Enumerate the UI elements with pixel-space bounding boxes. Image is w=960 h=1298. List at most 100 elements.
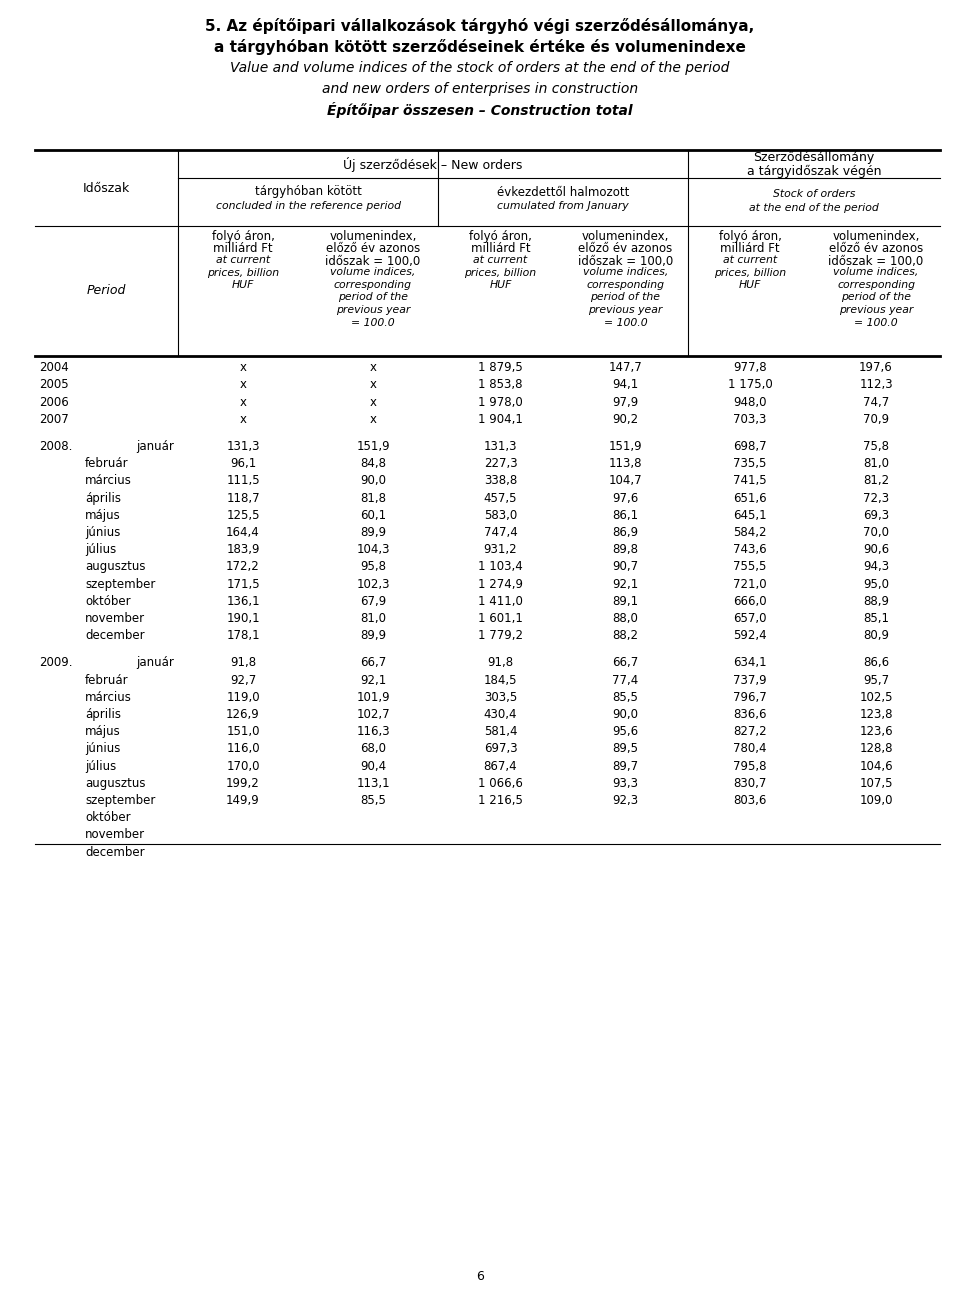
Text: = 100.0: = 100.0 <box>604 318 647 327</box>
Text: 70,9: 70,9 <box>863 413 889 426</box>
Text: 1 904,1: 1 904,1 <box>478 413 523 426</box>
Text: prices, billion: prices, billion <box>465 267 537 278</box>
Text: 101,9: 101,9 <box>356 691 390 704</box>
Text: 151,9: 151,9 <box>609 440 642 453</box>
Text: 136,1: 136,1 <box>227 594 260 607</box>
Text: 2008.: 2008. <box>39 440 72 453</box>
Text: = 100.0: = 100.0 <box>854 318 898 327</box>
Text: 227,3: 227,3 <box>484 457 517 470</box>
Text: 66,7: 66,7 <box>612 657 638 670</box>
Text: 104,3: 104,3 <box>356 543 390 556</box>
Text: 90,2: 90,2 <box>612 413 638 426</box>
Text: 119,0: 119,0 <box>227 691 260 704</box>
Text: milliárd Ft: milliárd Ft <box>213 243 273 256</box>
Text: 2007: 2007 <box>39 413 69 426</box>
Text: 91,8: 91,8 <box>488 657 514 670</box>
Text: tárgyhóban kötött: tárgyhóban kötött <box>254 186 361 199</box>
Text: at current: at current <box>216 254 270 265</box>
Text: 1 066,6: 1 066,6 <box>478 776 523 789</box>
Text: 81,2: 81,2 <box>863 474 889 487</box>
Text: február: február <box>85 457 129 470</box>
Text: x: x <box>370 378 376 391</box>
Text: január: január <box>136 657 174 670</box>
Text: 131,3: 131,3 <box>484 440 517 453</box>
Text: 1 779,2: 1 779,2 <box>478 630 523 643</box>
Text: 457,5: 457,5 <box>484 492 517 505</box>
Text: 88,2: 88,2 <box>612 630 638 643</box>
Text: 123,6: 123,6 <box>859 726 893 739</box>
Text: previous year: previous year <box>839 305 913 315</box>
Text: 104,6: 104,6 <box>859 759 893 772</box>
Text: 90,6: 90,6 <box>863 543 889 556</box>
Text: Új szerződések – New orders: Új szerződések – New orders <box>344 157 522 171</box>
Text: előző év azonos: előző év azonos <box>325 243 420 256</box>
Text: előző év azonos: előző év azonos <box>578 243 673 256</box>
Text: 303,5: 303,5 <box>484 691 517 704</box>
Text: previous year: previous year <box>588 305 662 315</box>
Text: 149,9: 149,9 <box>227 794 260 807</box>
Text: 95,7: 95,7 <box>863 674 889 687</box>
Text: volumenindex,: volumenindex, <box>329 230 417 243</box>
Text: 94,3: 94,3 <box>863 561 889 574</box>
Text: 651,6: 651,6 <box>733 492 767 505</box>
Text: 151,9: 151,9 <box>356 440 390 453</box>
Text: folyó áron,: folyó áron, <box>469 230 532 243</box>
Text: 96,1: 96,1 <box>229 457 256 470</box>
Text: 735,5: 735,5 <box>733 457 767 470</box>
Text: at current: at current <box>723 254 777 265</box>
Text: 112,3: 112,3 <box>859 378 893 391</box>
Text: július: július <box>85 759 116 772</box>
Text: 92,7: 92,7 <box>229 674 256 687</box>
Text: 581,4: 581,4 <box>484 726 517 739</box>
Text: 89,7: 89,7 <box>612 759 638 772</box>
Text: 743,6: 743,6 <box>733 543 767 556</box>
Text: 95,0: 95,0 <box>863 578 889 591</box>
Text: 70,0: 70,0 <box>863 526 889 539</box>
Text: 698,7: 698,7 <box>733 440 767 453</box>
Text: Period: Period <box>86 284 126 297</box>
Text: 90,7: 90,7 <box>612 561 638 574</box>
Text: 1 216,5: 1 216,5 <box>478 794 523 807</box>
Text: 102,5: 102,5 <box>859 691 893 704</box>
Text: 592,4: 592,4 <box>733 630 767 643</box>
Text: 92,1: 92,1 <box>360 674 386 687</box>
Text: december: december <box>85 630 145 643</box>
Text: 1 978,0: 1 978,0 <box>478 396 523 409</box>
Text: Építőipar összesen – Construction total: Építőipar összesen – Construction total <box>327 103 633 118</box>
Text: 164,4: 164,4 <box>227 526 260 539</box>
Text: 104,7: 104,7 <box>609 474 642 487</box>
Text: 95,8: 95,8 <box>360 561 386 574</box>
Text: folyó áron,: folyó áron, <box>719 230 781 243</box>
Text: 147,7: 147,7 <box>609 361 642 374</box>
Text: 75,8: 75,8 <box>863 440 889 453</box>
Text: 90,0: 90,0 <box>360 474 386 487</box>
Text: 72,3: 72,3 <box>863 492 889 505</box>
Text: március: március <box>85 474 132 487</box>
Text: Időszak: Időszak <box>83 182 131 195</box>
Text: 81,0: 81,0 <box>863 457 889 470</box>
Text: 184,5: 184,5 <box>484 674 517 687</box>
Text: 634,1: 634,1 <box>733 657 767 670</box>
Text: 583,0: 583,0 <box>484 509 517 522</box>
Text: 85,5: 85,5 <box>360 794 386 807</box>
Text: időszak = 100,0: időszak = 100,0 <box>828 254 924 267</box>
Text: 803,6: 803,6 <box>733 794 767 807</box>
Text: volumenindex,: volumenindex, <box>582 230 669 243</box>
Text: február: február <box>85 674 129 687</box>
Text: 95,6: 95,6 <box>612 726 638 739</box>
Text: x: x <box>239 396 247 409</box>
Text: július: július <box>85 543 116 556</box>
Text: prices, billion: prices, billion <box>207 267 279 278</box>
Text: 1 411,0: 1 411,0 <box>478 594 523 607</box>
Text: 737,9: 737,9 <box>733 674 767 687</box>
Text: period of the: period of the <box>841 292 911 302</box>
Text: volumenindex,: volumenindex, <box>832 230 920 243</box>
Text: 171,5: 171,5 <box>227 578 260 591</box>
Text: 86,9: 86,9 <box>612 526 638 539</box>
Text: 86,1: 86,1 <box>612 509 638 522</box>
Text: at the end of the period: at the end of the period <box>749 202 878 213</box>
Text: 92,3: 92,3 <box>612 794 638 807</box>
Text: szeptember: szeptember <box>85 794 156 807</box>
Text: március: március <box>85 691 132 704</box>
Text: 645,1: 645,1 <box>733 509 767 522</box>
